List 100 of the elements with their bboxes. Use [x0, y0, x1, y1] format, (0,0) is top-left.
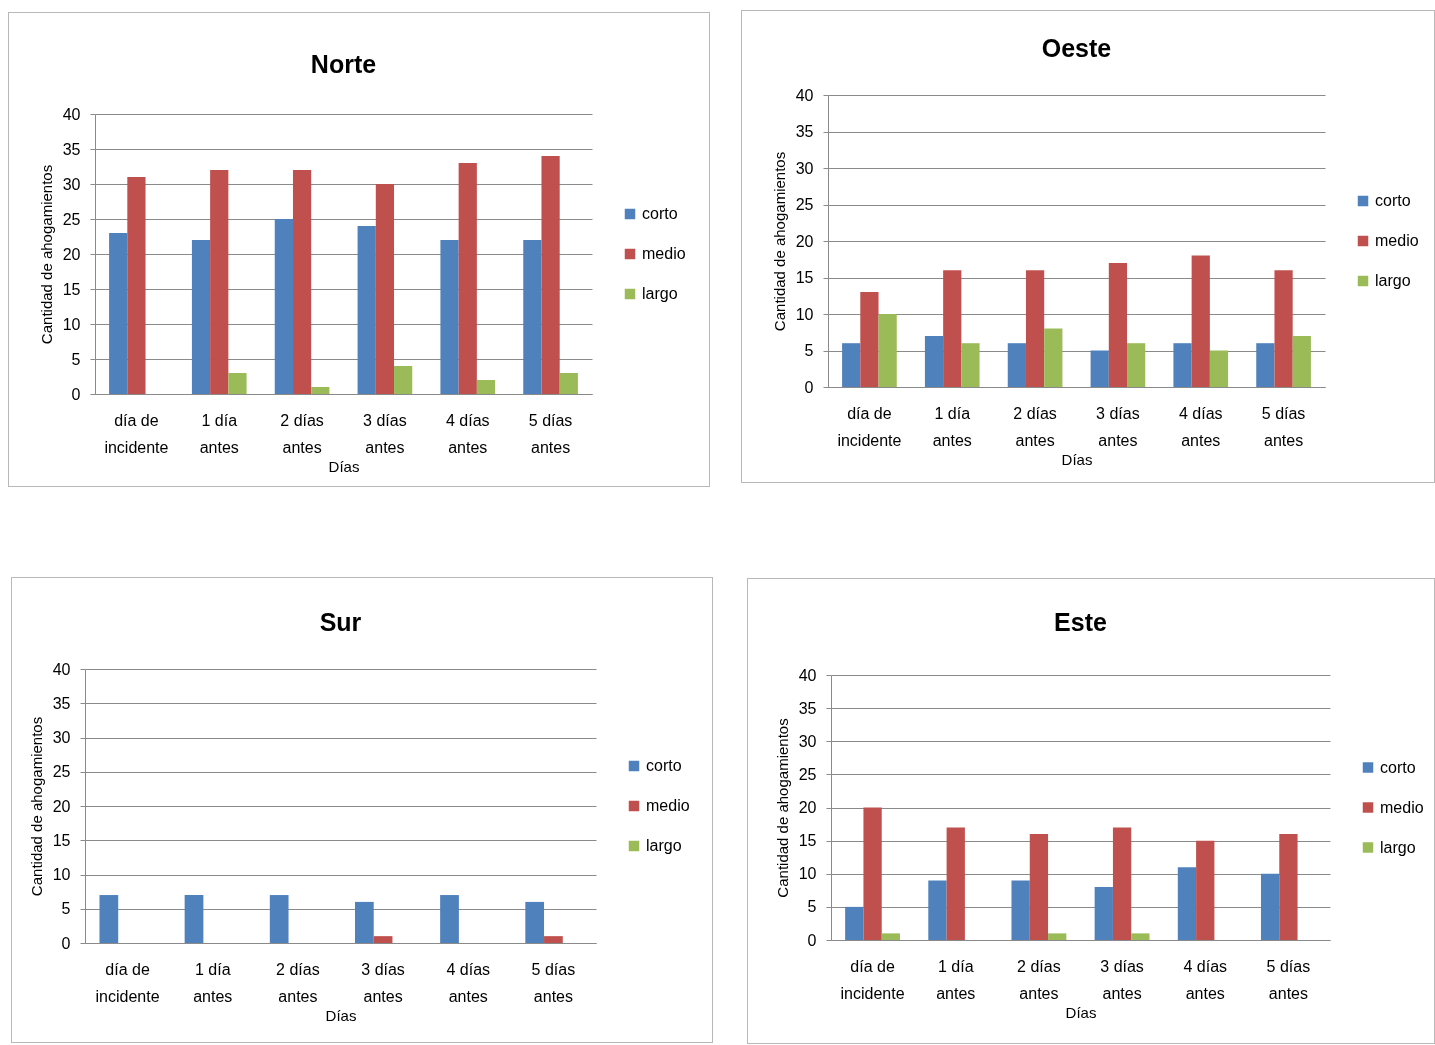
y-tick-label: 15 — [52, 831, 71, 849]
legend-label: largo — [1375, 272, 1411, 289]
bar — [544, 936, 563, 943]
bar — [184, 895, 204, 943]
x-tick-label: 2 días antes — [1017, 957, 1061, 1002]
bar — [440, 895, 459, 943]
y-tick-label: 10 — [798, 865, 817, 883]
y-tick-label: 15 — [62, 280, 81, 298]
bar — [928, 880, 947, 940]
x-tick-label: 5 días antes — [531, 960, 576, 1005]
x-tick-label: 3 días antes — [1100, 957, 1144, 1002]
y-tick-label: 35 — [795, 123, 814, 140]
bar — [924, 335, 944, 387]
x-tick-label: 3 días antes — [1096, 404, 1140, 449]
y-tick-label: 0 — [71, 385, 81, 403]
y-tick-label: 20 — [798, 799, 817, 816]
x-tick-label: 4 días antes — [446, 960, 491, 1005]
bar — [860, 292, 879, 387]
y-tick-label: 40 — [795, 86, 814, 104]
bar — [292, 170, 312, 394]
bar — [1256, 343, 1275, 387]
bar — [878, 314, 897, 387]
bar — [1025, 270, 1045, 387]
x-tick-label: 3 días antes — [361, 960, 405, 1005]
y-tick-label: 0 — [804, 378, 814, 396]
y-tick-label: 20 — [795, 232, 814, 250]
y-tick-label: 30 — [795, 159, 814, 177]
bar — [1090, 350, 1109, 387]
bar — [357, 226, 376, 394]
bar — [1011, 880, 1030, 940]
x-tick-label: día de incidente — [837, 404, 902, 449]
bar — [1209, 350, 1229, 387]
bar — [1127, 343, 1146, 387]
bar — [1029, 834, 1049, 940]
y-tick-label: 5 — [71, 350, 81, 368]
legend-label: corto — [642, 205, 678, 222]
x-tick-label: 5 días antes — [528, 411, 573, 456]
bar — [943, 270, 962, 387]
bar — [946, 827, 965, 940]
y-axis-title: Cantidad de ahogamientos — [773, 718, 791, 898]
x-tick-label: 5 días antes — [1261, 404, 1306, 449]
bar — [354, 901, 374, 943]
y-tick-label: 40 — [52, 660, 71, 678]
y-tick-label: 40 — [798, 666, 817, 684]
chart-title: Oeste — [1041, 34, 1112, 62]
y-tick-label: 10 — [62, 315, 81, 333]
y-tick-label: 0 — [61, 934, 71, 952]
x-axis-title: Días — [328, 457, 360, 475]
bar — [845, 906, 864, 940]
legend-label: medio — [1380, 798, 1424, 816]
bar — [1279, 834, 1298, 940]
x-tick-label: 1 día antes — [936, 957, 976, 1002]
x-tick-label: día de incidente — [840, 957, 905, 1002]
x-tick-label: 4 días antes — [445, 411, 490, 456]
bar — [863, 807, 882, 940]
bar — [1260, 873, 1280, 940]
y-tick-label: 25 — [62, 210, 81, 228]
bar — [1191, 255, 1210, 387]
y-tick-label: 0 — [807, 931, 817, 949]
x-tick-label: 2 días antes — [280, 411, 324, 456]
bar — [881, 933, 901, 940]
x-tick-label: 2 días antes — [1013, 404, 1057, 449]
bar — [311, 387, 330, 394]
bar — [1094, 887, 1113, 940]
legend-label: medio — [646, 797, 690, 814]
y-tick-label: 35 — [52, 694, 71, 712]
y-tick-label: 5 — [61, 900, 71, 918]
bar — [1108, 262, 1128, 387]
y-axis-title: Cantidad de ahogamientos — [770, 151, 788, 332]
x-tick-label: 4 días antes — [1183, 957, 1228, 1002]
chart-title: Norte — [310, 50, 377, 78]
y-tick-label: 35 — [798, 699, 817, 717]
x-tick-label: 1 día antes — [193, 960, 233, 1005]
bar — [191, 240, 211, 394]
y-tick-label: 20 — [62, 245, 81, 263]
y-tick-label: 30 — [62, 175, 81, 193]
bar — [541, 156, 560, 394]
y-tick-label: 35 — [62, 140, 81, 158]
bar — [1044, 328, 1063, 387]
bar — [842, 343, 861, 387]
bar — [109, 233, 128, 394]
x-tick-label: 3 días antes — [363, 411, 407, 456]
bar — [99, 895, 119, 943]
legend-label: medio — [642, 245, 686, 262]
x-tick-label: 4 días antes — [1178, 404, 1223, 449]
chart-title: Este — [1054, 608, 1107, 636]
bar — [1274, 270, 1293, 387]
bar — [210, 170, 229, 394]
bar — [559, 373, 578, 394]
bar — [375, 184, 395, 394]
y-tick-label: 25 — [795, 196, 814, 213]
x-tick-label: 1 día antes — [932, 404, 972, 449]
bar — [440, 240, 459, 394]
y-tick-label: 15 — [798, 832, 817, 850]
y-tick-label: 25 — [798, 765, 817, 783]
bar — [373, 936, 393, 943]
y-tick-label: 30 — [798, 732, 817, 750]
x-tick-label: 5 días antes — [1266, 957, 1311, 1002]
y-tick-label: 15 — [795, 269, 814, 286]
bar — [1112, 827, 1132, 940]
